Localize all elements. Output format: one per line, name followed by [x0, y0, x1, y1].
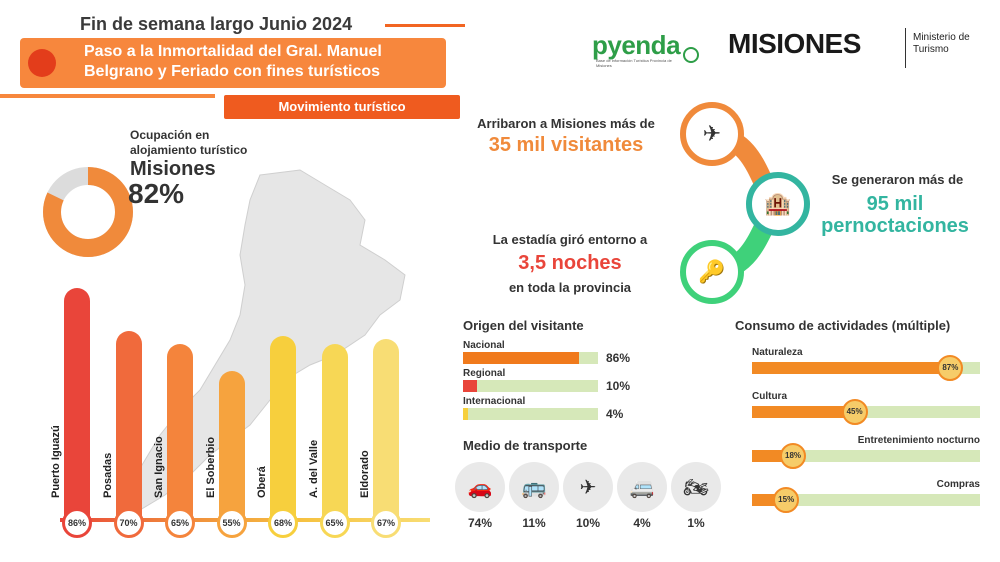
city-bar-label: Eldorado: [359, 450, 371, 498]
city-bar: [373, 338, 399, 518]
section-pill: Movimiento turístico: [224, 95, 460, 119]
activity-label: Cultura: [752, 391, 787, 402]
city-bar: [167, 344, 193, 518]
nights-line: Se generaron más de: [831, 172, 964, 187]
origin-row-fill: [463, 380, 477, 392]
banner-text: Paso a la Inmortalidad del Gral. Manuel …: [84, 43, 382, 80]
city-bar-value: 70%: [113, 508, 144, 538]
activity-value: 15%: [773, 487, 800, 513]
transport-title: Medio de transporte: [463, 438, 588, 453]
stay-line-1: La estadía giró entorno a: [492, 232, 648, 247]
city-bar-label: Oberá: [256, 466, 268, 498]
banner-tail: [0, 94, 215, 98]
travel-icon: ✈: [680, 102, 744, 166]
transport-value: 10%: [575, 516, 601, 530]
origin-row-value: 86%: [606, 351, 631, 365]
origin-row-track: [463, 380, 598, 392]
city-bar-value: 65%: [165, 508, 195, 538]
city-bar: [218, 370, 245, 518]
activity-fill: [752, 406, 855, 418]
pyenda-logo-subtitle: Base de información Turística Provincia …: [596, 58, 672, 68]
city-bar-value: 55%: [216, 508, 247, 538]
activity-track: [752, 450, 980, 462]
banner: [20, 38, 446, 88]
bus-icon: 🚌: [509, 462, 559, 512]
plane-icon: ✈: [563, 462, 613, 512]
city-bar: [115, 330, 142, 518]
origin-row-value: 10%: [606, 379, 631, 393]
occupancy-value: 82%: [128, 178, 185, 209]
city-bar: [64, 288, 90, 518]
city-bar-value: 67%: [371, 508, 401, 538]
activity-value: 87%: [937, 355, 964, 381]
activities-title: Consumo de actividades (múltiple): [735, 318, 951, 333]
origin-row-fill: [463, 352, 580, 364]
city-bar-value: 86%: [62, 508, 92, 538]
city-bar-label: A. del Valle: [307, 439, 320, 498]
occupancy-donut: [43, 167, 133, 257]
misiones-logo: MISIONES: [728, 28, 861, 59]
origin-row-fill: [463, 408, 469, 420]
pyenda-logo: pyenda: [592, 30, 681, 60]
arrivals-value: 35 mil visitantes: [488, 134, 644, 156]
origin-row-label: Regional: [463, 368, 506, 379]
ministerio-label: Ministerio de Turismo: [913, 32, 970, 55]
origin-row-label: Nacional: [463, 340, 505, 351]
occupancy-region: Misiones: [130, 158, 216, 180]
city-bar-label: San Ignacio: [153, 436, 165, 498]
car-icon: 🚗: [455, 462, 505, 512]
logo-divider: [905, 28, 906, 68]
transport-value: 11%: [522, 516, 546, 530]
motorhome-icon: 🚐: [617, 462, 667, 512]
arrivals-line: Arribaron a Misiones más de: [477, 116, 655, 131]
activity-track: [752, 494, 980, 506]
stay-value: 3,5 noches: [518, 252, 622, 274]
motorcycle-icon: 🏍: [671, 462, 721, 512]
city-bar-label: El Soberbio: [204, 436, 217, 498]
activity-fill: [752, 362, 951, 374]
city-bar: [321, 344, 348, 518]
city-bar: [270, 336, 296, 518]
origin-row-label: Internacional: [463, 396, 526, 407]
origin-row-track: [463, 408, 598, 420]
stay-line-2: en toda la provincia: [508, 280, 632, 295]
city-bar-label: Puerto Iguazú: [50, 425, 62, 498]
activity-label: Entretenimiento nocturno: [857, 435, 980, 446]
occupancy-label: Ocupación en alojamiento turístico: [130, 128, 248, 157]
transport-value: 74%: [467, 516, 493, 530]
transport-value: 1%: [687, 516, 705, 530]
city-bar-value: 68%: [268, 508, 298, 538]
activity-label: Naturaleza: [752, 347, 803, 358]
globe-icon: [683, 47, 699, 63]
key-icon: 🔑: [680, 240, 744, 304]
transport-value: 4%: [633, 516, 651, 530]
origin-title: Origen del visitante: [463, 318, 584, 333]
banner-dot-icon: [28, 49, 56, 77]
activity-value: 18%: [780, 443, 807, 469]
city-bar-label: Posadas: [101, 452, 114, 498]
title-underline: [385, 24, 465, 27]
origin-row-value: 4%: [606, 407, 624, 421]
activity-label: Compras: [936, 479, 980, 490]
page-title: Fin de semana largo Junio 2024: [80, 14, 353, 34]
city-bar-value: 65%: [319, 508, 350, 538]
activity-value: 45%: [841, 399, 868, 425]
nights-value: 95 mil pernoctaciones: [821, 193, 969, 237]
hotel-icon: 🏨: [746, 172, 810, 236]
